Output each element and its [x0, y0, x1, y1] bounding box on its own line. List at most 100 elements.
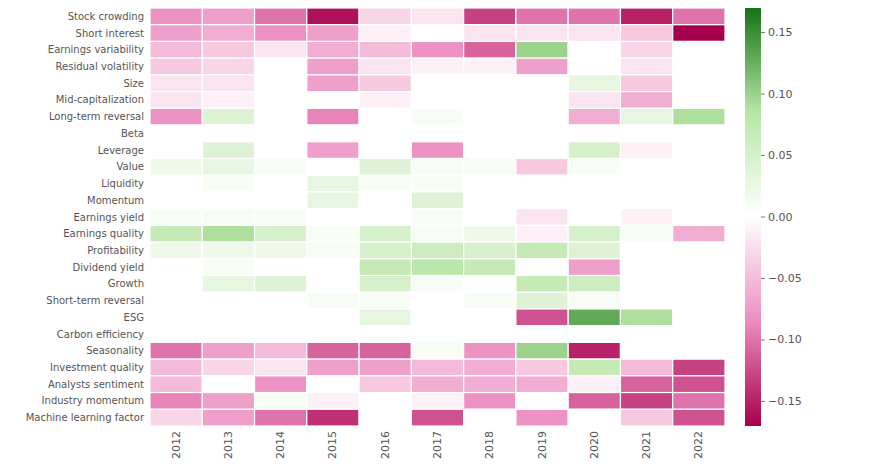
cell — [255, 192, 307, 209]
row-label: Earnings yield — [73, 212, 144, 223]
cell — [620, 142, 672, 159]
cell — [464, 58, 516, 75]
cell — [411, 8, 463, 25]
cell — [359, 192, 411, 209]
cell — [464, 242, 516, 259]
cell — [359, 142, 411, 159]
cell — [516, 175, 568, 192]
cell — [411, 225, 463, 242]
cell — [359, 292, 411, 309]
cell — [359, 376, 411, 393]
cell — [202, 25, 254, 42]
cell — [255, 276, 307, 293]
cell — [255, 209, 307, 226]
cell — [307, 58, 359, 75]
cell — [568, 342, 620, 359]
cell — [464, 158, 516, 175]
cell — [307, 125, 359, 142]
column-label: 2013 — [222, 431, 235, 459]
cell — [568, 8, 620, 25]
cell — [359, 108, 411, 125]
cell — [620, 276, 672, 293]
cell — [464, 225, 516, 242]
cell — [516, 393, 568, 410]
row-label: Seasonality — [86, 345, 144, 356]
cell — [359, 125, 411, 142]
cell — [568, 326, 620, 343]
cell — [673, 209, 725, 226]
cell — [255, 376, 307, 393]
cell — [673, 158, 725, 175]
cell — [516, 92, 568, 109]
cell — [202, 409, 254, 426]
cell — [464, 326, 516, 343]
cell — [202, 41, 254, 58]
column-labels: 2012201320142015201620172018201920202021… — [170, 431, 706, 459]
colorbar-scale — [745, 8, 761, 426]
cell — [202, 175, 254, 192]
cell — [411, 242, 463, 259]
cell — [150, 276, 202, 293]
cell — [150, 409, 202, 426]
cell — [202, 108, 254, 125]
cell — [307, 359, 359, 376]
colorbar-tick — [761, 94, 765, 95]
row-label: Momentum — [87, 195, 144, 206]
cell — [411, 92, 463, 109]
cell — [673, 58, 725, 75]
cell — [464, 92, 516, 109]
cell — [359, 326, 411, 343]
cell — [568, 259, 620, 276]
cell — [255, 309, 307, 326]
cell — [202, 292, 254, 309]
cell — [673, 142, 725, 159]
cell — [620, 259, 672, 276]
cell — [255, 342, 307, 359]
cell — [411, 158, 463, 175]
cell — [359, 259, 411, 276]
cell — [516, 342, 568, 359]
cell — [150, 376, 202, 393]
cell — [150, 259, 202, 276]
cell — [620, 409, 672, 426]
colorbar-tick — [761, 278, 765, 279]
cell — [411, 41, 463, 58]
row-label: Size — [123, 78, 144, 89]
cell — [202, 8, 254, 25]
cell — [673, 409, 725, 426]
cell — [202, 393, 254, 410]
cell — [411, 125, 463, 142]
cell — [620, 41, 672, 58]
cell — [620, 376, 672, 393]
cell — [516, 276, 568, 293]
cell — [307, 242, 359, 259]
cell — [150, 92, 202, 109]
column-label: 2017 — [431, 431, 444, 459]
cell — [673, 342, 725, 359]
cell — [202, 242, 254, 259]
cell — [150, 192, 202, 209]
cell — [411, 342, 463, 359]
cell — [620, 359, 672, 376]
cell — [411, 276, 463, 293]
cell — [359, 393, 411, 410]
cell — [411, 25, 463, 42]
cell — [516, 259, 568, 276]
cell — [255, 409, 307, 426]
cell — [150, 209, 202, 226]
cell — [255, 108, 307, 125]
cell — [516, 108, 568, 125]
cell — [307, 41, 359, 58]
cell — [464, 8, 516, 25]
cell — [150, 175, 202, 192]
cell — [568, 276, 620, 293]
cell — [150, 25, 202, 42]
cell — [150, 142, 202, 159]
cell — [307, 292, 359, 309]
cell — [516, 125, 568, 142]
row-label: Carbon efficiency — [57, 329, 144, 340]
cell — [464, 292, 516, 309]
cell — [516, 409, 568, 426]
column-label: 2020 — [588, 431, 601, 459]
cell — [359, 309, 411, 326]
